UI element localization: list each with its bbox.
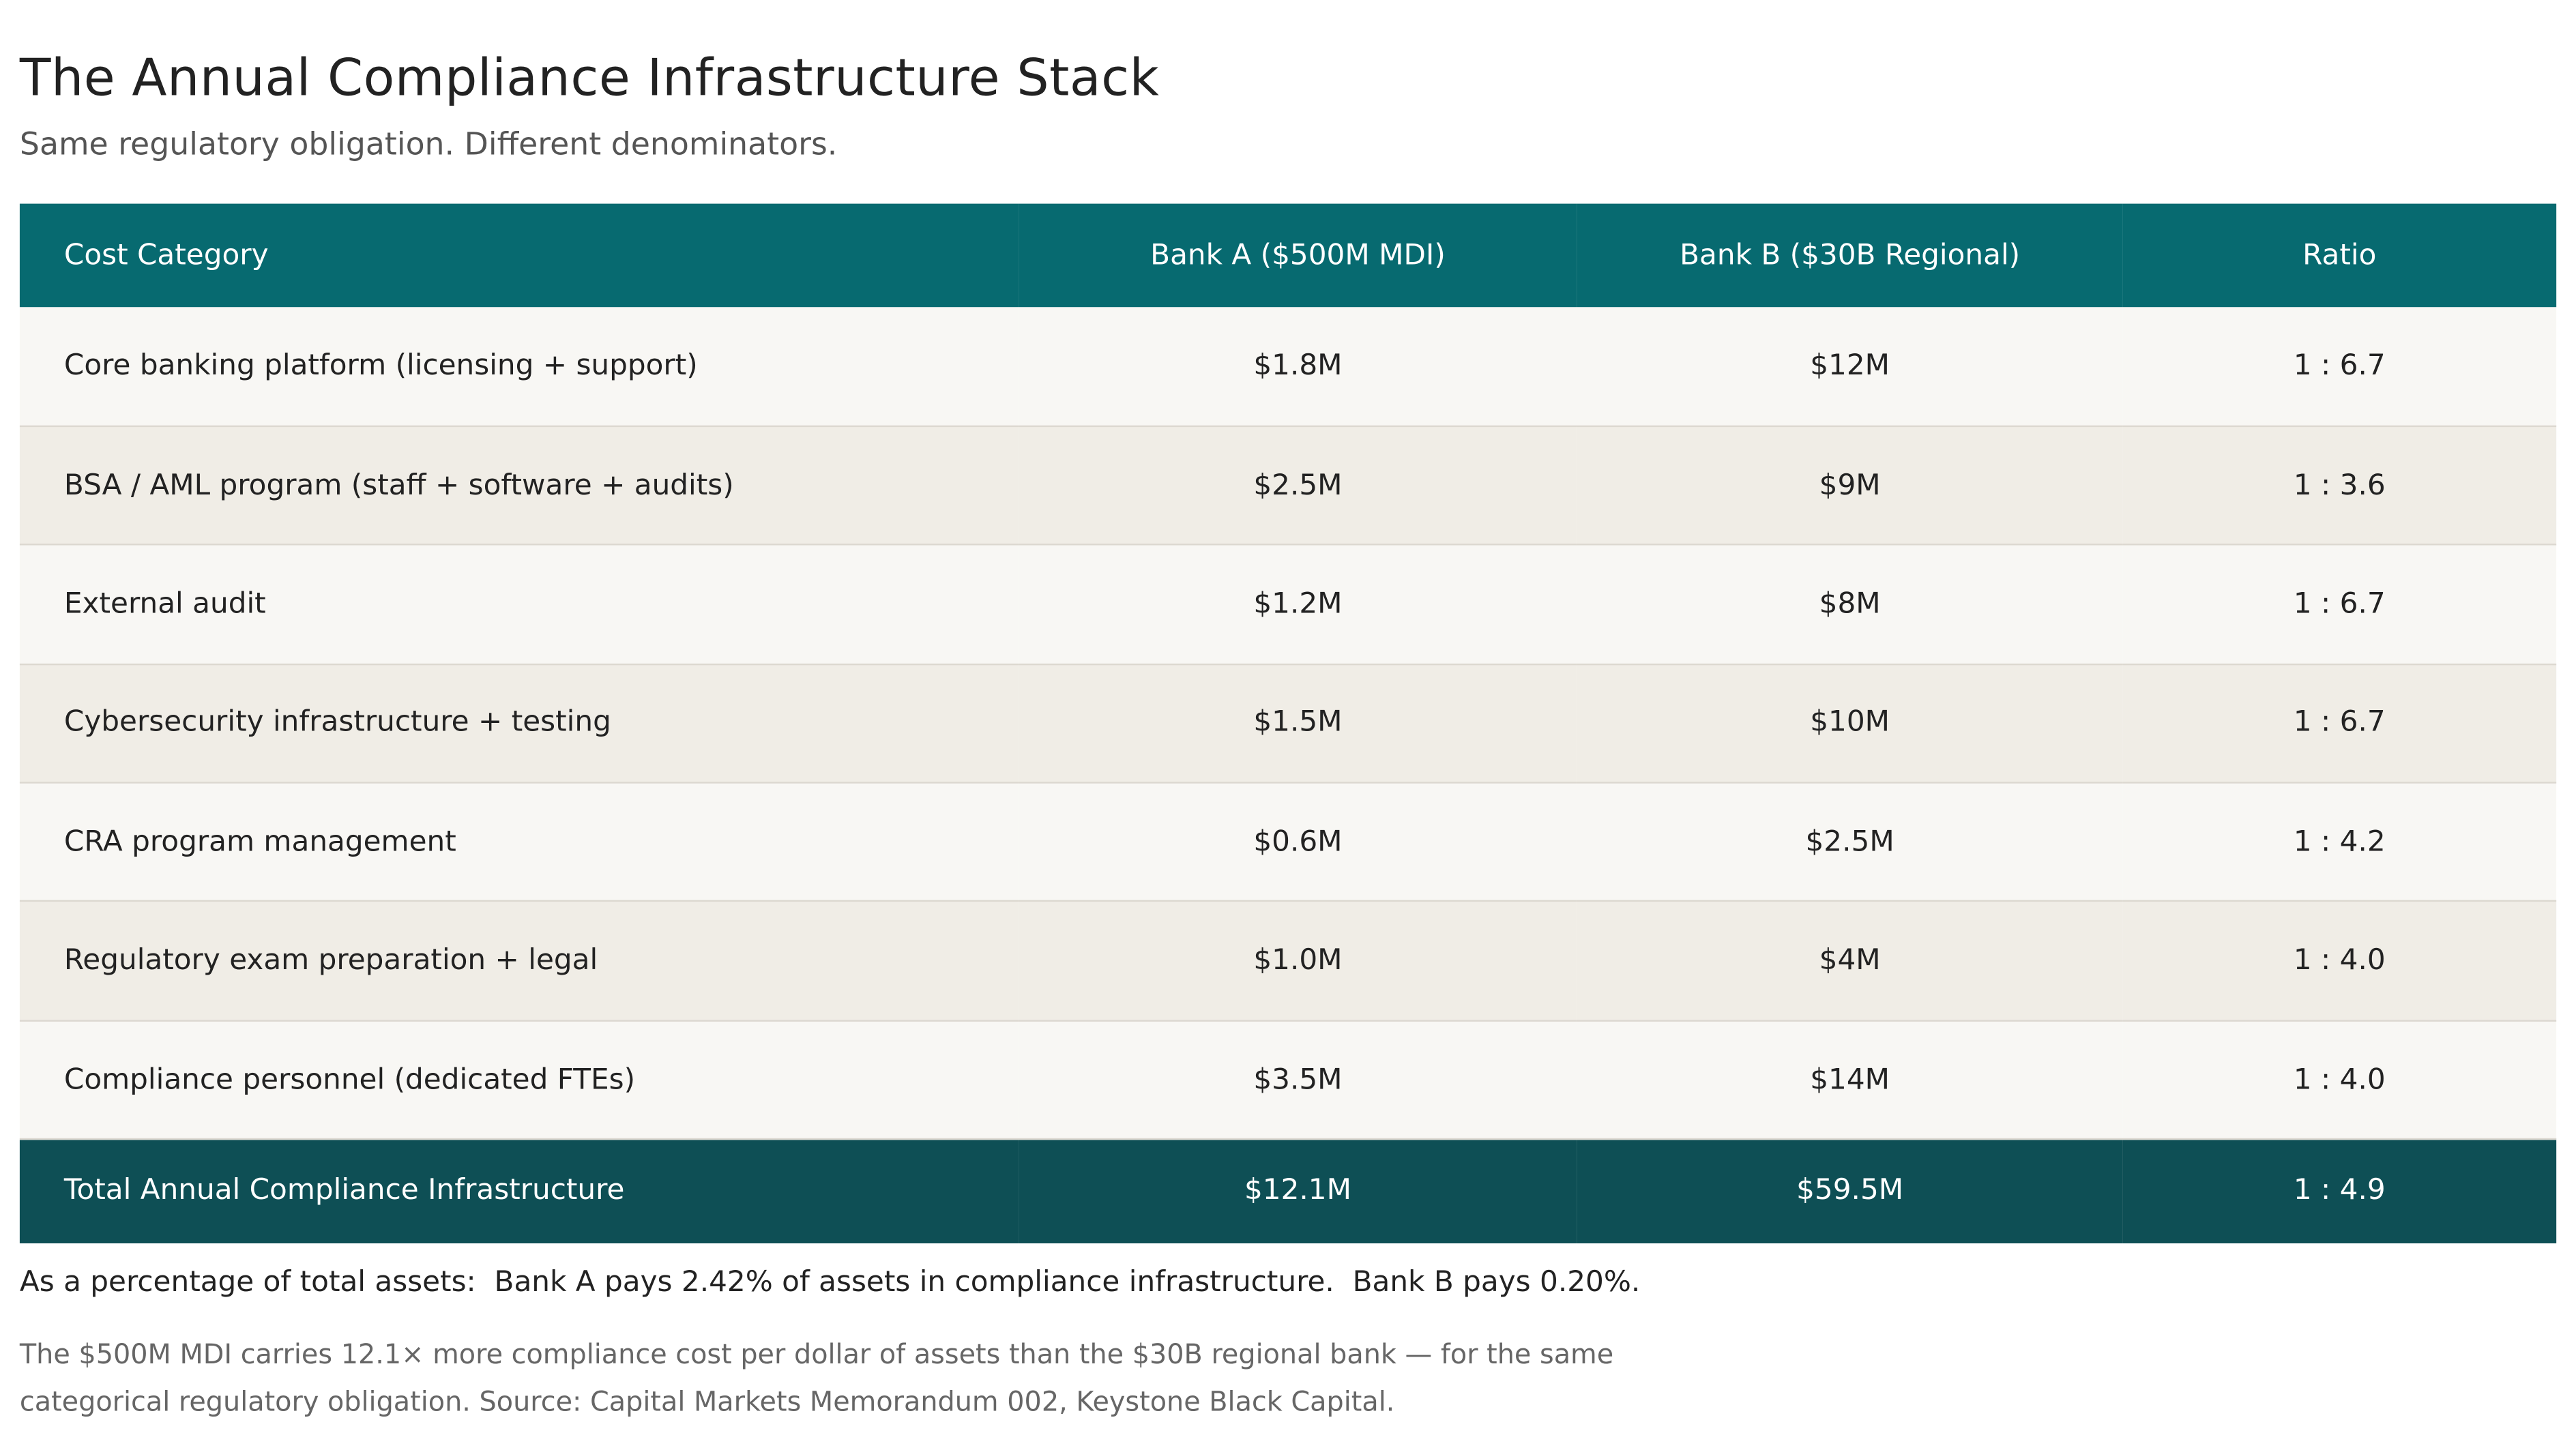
- table-cell: $1.2M: [1253, 588, 1343, 621]
- table-cell: CRA program management: [63, 825, 456, 859]
- table-cell: $9M: [1819, 469, 1881, 502]
- column-header: Ratio: [2302, 239, 2377, 272]
- column-header: Bank B ($30B Regional): [1680, 239, 2021, 272]
- table-row: Core banking platform (licensing + suppo…: [19, 307, 2557, 426]
- total-cell: Total Annual Compliance Infrastructure: [63, 1175, 625, 1209]
- table-cell: 1 : 6.7: [2293, 707, 2386, 740]
- table-footer: Total Annual Compliance Infrastructure $1…: [19, 1139, 2557, 1243]
- table-cell: Core banking platform (licensing + suppo…: [63, 349, 698, 383]
- table-cell: Cybersecurity infrastructure + testing: [63, 707, 611, 740]
- column-header: Bank A ($500M MDI): [1150, 239, 1446, 272]
- table-cell: 1 : 4.0: [2293, 1063, 2386, 1097]
- table-cell: $14M: [1810, 1063, 1890, 1097]
- table-cell: $3.5M: [1253, 1063, 1343, 1097]
- table-cell: Regulatory exam preparation + legal: [63, 945, 598, 978]
- total-row: Total Annual Compliance Infrastructure $1…: [19, 1139, 2557, 1243]
- table-cell: $8M: [1819, 588, 1881, 621]
- table-cell: $1.0M: [1253, 945, 1343, 978]
- table-row: Regulatory exam preparation + legal $1.0M…: [19, 901, 2557, 1021]
- total-cell: $12.1M: [1244, 1175, 1351, 1209]
- table-row: CRA program management $0.6M $2.5M 1 : 4.2: [19, 782, 2557, 902]
- subtitle: Same regulatory obligation. Different de…: [19, 126, 838, 163]
- table-cell: $1.5M: [1253, 707, 1343, 740]
- table-cell: 1 : 3.6: [2293, 469, 2386, 502]
- table-cell: $10M: [1810, 707, 1890, 740]
- table-row: External audit $1.2M $8M 1 : 6.7: [19, 544, 2557, 664]
- table-row: Compliance personnel (dedicated FTEs) $3.…: [19, 1020, 2557, 1140]
- table-cell: Compliance personnel (dedicated FTEs): [63, 1063, 636, 1097]
- table-cell: BSA / AML program (staff + software + au…: [63, 469, 734, 502]
- cost-table: Cost Category Bank A ($500M MDI) Bank B ($…: [19, 203, 2557, 1243]
- total-cell: $59.5M: [1796, 1175, 1904, 1209]
- table-cell: $2.5M: [1805, 825, 1894, 859]
- table-cell: $2.5M: [1253, 469, 1343, 502]
- table-cell: $1.8M: [1253, 349, 1343, 383]
- table-cell: 1 : 4.2: [2293, 825, 2386, 859]
- header-row: Cost Category Bank A ($500M MDI) Bank B ($…: [19, 203, 2557, 308]
- table-body: Core banking platform (licensing + suppo…: [19, 307, 2557, 1140]
- table-cell: $12M: [1810, 349, 1890, 383]
- table-cell: $0.6M: [1253, 825, 1343, 859]
- total-cell: 1 : 4.9: [2293, 1175, 2386, 1209]
- table-cell: $4M: [1819, 945, 1881, 978]
- table-row: BSA / AML program (staff + software + au…: [19, 426, 2557, 545]
- table-header: Cost Category Bank A ($500M MDI) Bank B ($…: [19, 203, 2557, 308]
- note: The $500M MDI carries 12.1× more complia…: [19, 1338, 1614, 1418]
- column-header: Cost Category: [63, 239, 269, 272]
- table-cell: 1 : 4.0: [2293, 945, 2386, 978]
- table-cell: 1 : 6.7: [2293, 588, 2386, 621]
- title: The Annual Compliance Infrastructure Sta…: [19, 49, 1160, 108]
- summary: As a percentage of total assets: Bank A …: [19, 1266, 1641, 1299]
- table-cell: 1 : 6.7: [2293, 349, 2386, 383]
- table-cell: External audit: [63, 588, 266, 621]
- table-row: Cybersecurity infrastructure + testing $1…: [19, 664, 2557, 783]
